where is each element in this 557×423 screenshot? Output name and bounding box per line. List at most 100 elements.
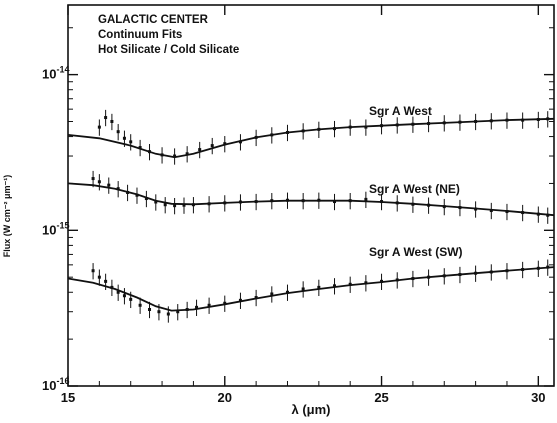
data-point	[427, 275, 431, 279]
data-point	[317, 198, 321, 202]
data-point	[505, 269, 509, 273]
data-point	[238, 298, 242, 302]
data-point	[138, 146, 142, 150]
data-point	[442, 121, 446, 125]
fit-curve-0	[67, 117, 555, 159]
data-point	[427, 122, 431, 126]
x-axis-title: λ (μm)	[291, 402, 330, 417]
data-point	[521, 211, 525, 215]
data-point	[97, 275, 101, 279]
data-point	[157, 310, 161, 314]
y-axis-title: Flux (W cm⁻² μm⁻¹)	[2, 175, 12, 258]
data-point	[505, 210, 509, 214]
data-point	[285, 130, 289, 134]
data-point	[223, 301, 227, 305]
data-point	[254, 296, 258, 300]
data-point	[489, 119, 493, 123]
data-point	[442, 205, 446, 209]
series-2	[67, 259, 555, 323]
data-point	[163, 203, 167, 207]
data-point	[395, 201, 399, 205]
data-point	[254, 200, 258, 204]
data-point	[474, 119, 478, 123]
data-point	[138, 303, 142, 307]
data-point	[380, 279, 384, 283]
y-tick-exponent: -14	[56, 65, 69, 75]
data-point	[144, 197, 148, 201]
data-point	[176, 310, 180, 314]
data-point	[317, 127, 321, 131]
data-point	[489, 209, 493, 213]
data-point	[148, 150, 152, 154]
data-point	[348, 199, 352, 203]
data-point	[489, 270, 493, 274]
data-point	[173, 204, 177, 208]
data-point	[254, 135, 258, 139]
chart-title: GALACTIC CENTER	[98, 14, 209, 26]
data-point	[411, 202, 415, 206]
series-1	[67, 170, 555, 224]
data-point	[521, 118, 525, 122]
data-point	[301, 287, 305, 291]
x-tick-label-25: 25	[374, 390, 388, 405]
data-point	[97, 180, 101, 184]
data-point	[154, 200, 158, 204]
data-point	[411, 122, 415, 126]
data-point	[91, 269, 95, 273]
data-point	[122, 294, 126, 298]
data-point	[207, 303, 211, 307]
data-point	[223, 201, 227, 205]
y-tick-exponent: -15	[56, 220, 69, 230]
series-label-sgr-a-west-ne: Sgr A West (NE)	[369, 182, 460, 196]
data-point	[107, 183, 111, 187]
data-point	[110, 119, 114, 123]
data-point	[207, 202, 211, 206]
data-point	[364, 125, 368, 129]
data-point	[185, 152, 189, 156]
data-point	[198, 148, 202, 152]
x-tick-label-30: 30	[531, 390, 545, 405]
data-point	[333, 284, 337, 288]
data-point	[536, 117, 540, 121]
data-point	[333, 127, 337, 131]
data-point	[238, 140, 242, 144]
data-point	[333, 200, 337, 204]
series-0	[67, 109, 555, 165]
data-point	[474, 207, 478, 211]
data-point	[166, 312, 170, 316]
data-point	[505, 118, 509, 122]
data-point	[442, 274, 446, 278]
data-point	[104, 279, 108, 283]
series-layer	[67, 109, 555, 323]
data-point	[521, 268, 525, 272]
chart-subtitle-line-2: Hot Silicate / Cold Silicate	[98, 44, 239, 56]
data-point	[364, 197, 368, 201]
data-point	[91, 177, 95, 181]
data-point	[546, 213, 550, 217]
data-point	[122, 136, 126, 140]
data-point	[348, 282, 352, 286]
data-point	[285, 290, 289, 294]
data-point	[160, 153, 164, 157]
data-point	[185, 307, 189, 311]
y-tick-label--14: 10-14	[42, 65, 69, 82]
data-point	[110, 285, 114, 289]
data-point	[474, 271, 478, 275]
data-point	[458, 273, 462, 277]
data-point	[395, 123, 399, 127]
fit-curve-1	[67, 182, 555, 217]
data-point	[135, 193, 139, 197]
data-point	[97, 125, 101, 129]
x-tick-label-20: 20	[218, 390, 232, 405]
data-point	[270, 199, 274, 203]
data-point	[536, 212, 540, 216]
data-point	[270, 133, 274, 137]
data-point	[380, 124, 384, 128]
data-point	[411, 277, 415, 281]
data-point	[458, 120, 462, 124]
data-point	[427, 203, 431, 207]
data-point	[301, 199, 305, 203]
data-point	[546, 265, 550, 269]
data-point	[458, 206, 462, 210]
data-point	[210, 144, 214, 148]
